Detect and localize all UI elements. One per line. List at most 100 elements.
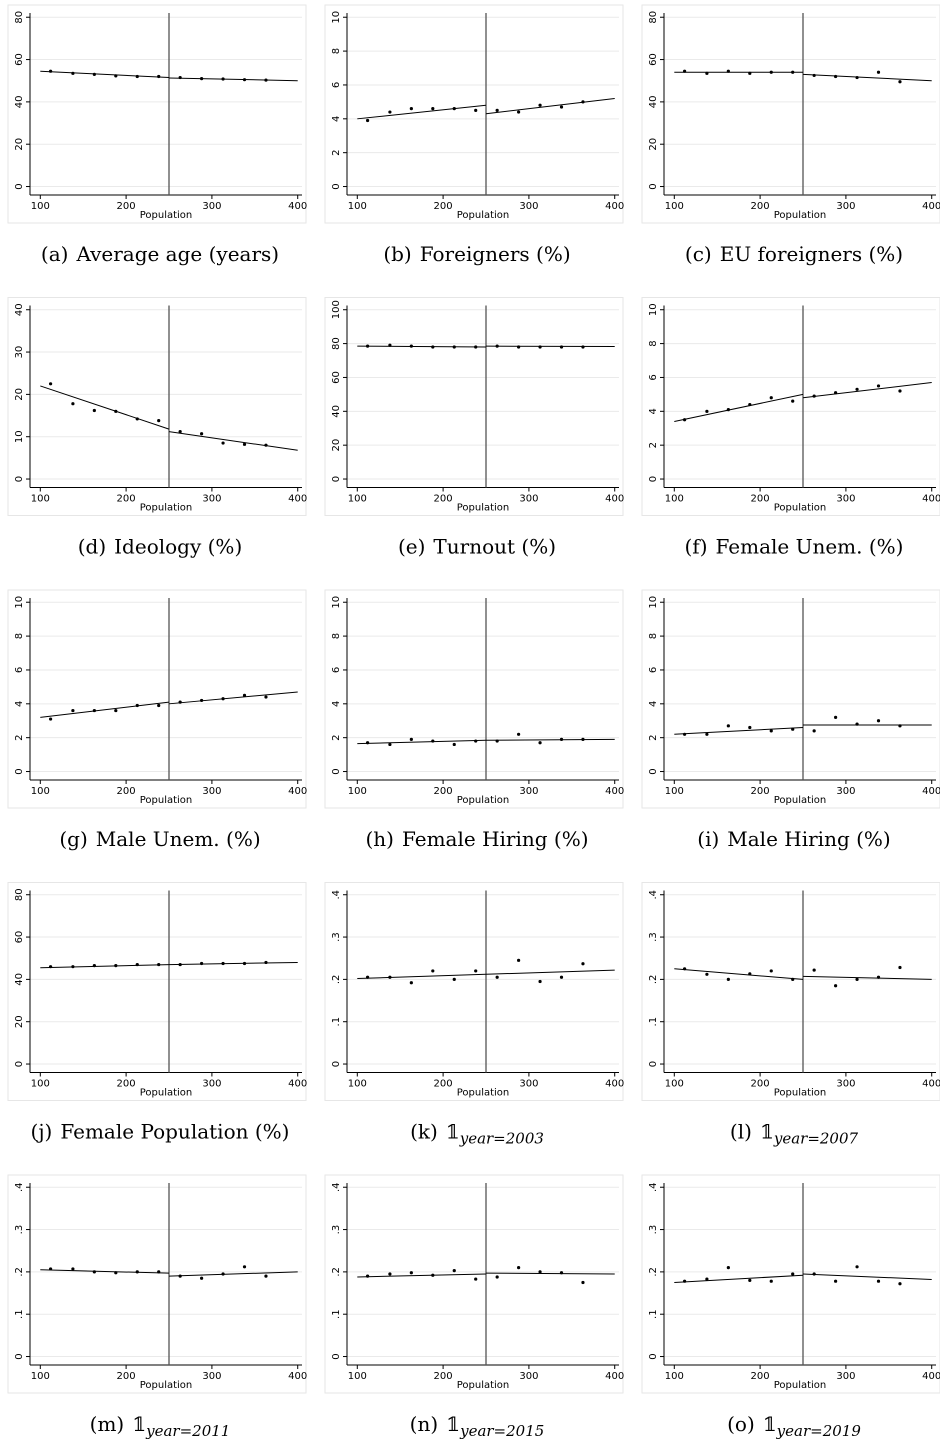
x-tick-label: 200 (434, 1371, 453, 1382)
point (898, 80, 902, 84)
point (157, 703, 161, 708)
y-tick-label: 2 (648, 734, 659, 740)
fit-line (674, 393, 804, 422)
caption: (f) Female Unem. (%) (685, 535, 904, 559)
point (264, 1274, 268, 1278)
x-tick-label: 200 (117, 1079, 136, 1090)
point (452, 1269, 456, 1273)
y-tick-label: 60 (648, 53, 659, 66)
caption-text: Female Unem. (%) (716, 535, 904, 559)
point (114, 964, 118, 968)
point (812, 73, 816, 78)
point (705, 71, 709, 75)
caption-subscript: year=2003 (459, 1130, 544, 1148)
point (135, 417, 139, 421)
x-axis-title: Population (457, 503, 510, 514)
x-tick-label: 200 (434, 786, 453, 797)
x-tick-label: 100 (348, 1371, 367, 1382)
point (705, 1277, 709, 1281)
y-tick-label: .3 (14, 1225, 25, 1235)
y-tick-label: 2 (331, 734, 342, 740)
y-tick-label: 6 (648, 374, 659, 380)
point (409, 981, 413, 985)
x-tick-label: 100 (665, 201, 684, 212)
caption-tag: (h) (365, 827, 394, 851)
point (559, 105, 564, 109)
point (48, 965, 53, 969)
y-tick-label: .4 (14, 1182, 25, 1192)
point (388, 742, 392, 747)
point (264, 78, 268, 82)
x-tick-label: 400 (922, 1079, 940, 1090)
caption-text: 𝟙 (763, 1412, 777, 1436)
point (876, 384, 881, 388)
caption: (n) 𝟙year=2015 (410, 1412, 545, 1440)
point (581, 345, 585, 349)
point (517, 110, 521, 114)
x-tick-label: 300 (202, 201, 221, 212)
caption-subscript: year=2019 (776, 1422, 862, 1440)
point (200, 698, 204, 703)
caption: (g) Male Unem. (%) (59, 827, 260, 851)
point (581, 1280, 585, 1285)
x-tick-label: 400 (922, 786, 940, 797)
y-tick-label: .3 (331, 932, 342, 942)
point (876, 975, 881, 979)
x-axis-title: Population (457, 210, 510, 221)
panel: 0 .1 .2 .3 .4 100 200 300 400 Population (o) 𝟙year=… (641, 1174, 940, 1440)
x-tick-label: 200 (434, 494, 453, 505)
panel-frame (324, 4, 624, 224)
x-tick-label: 200 (117, 494, 136, 505)
caption: (h) Female Hiring (%) (365, 827, 588, 851)
x-tick-label: 100 (31, 494, 50, 505)
point (114, 708, 118, 713)
x-tick-label: 400 (922, 201, 940, 212)
y-tick-label: 60 (14, 931, 25, 944)
caption-tag: (j) (31, 1120, 53, 1144)
point (812, 394, 816, 398)
x-tick-label: 400 (605, 1371, 624, 1382)
y-tick-label: 4 (648, 408, 659, 414)
panel: 0 20 40 60 80 100 200 300 400 Population (a) Averag… (7, 4, 307, 266)
point (898, 965, 902, 970)
point (474, 108, 478, 112)
x-tick-label: 100 (665, 786, 684, 797)
point (48, 717, 53, 721)
point (726, 408, 730, 412)
x-tick-label: 200 (751, 1079, 770, 1090)
x-tick-label: 100 (31, 201, 50, 212)
panel: 0 .1 .2 .3 .4 100 200 300 400 Population (m) 𝟙year=… (7, 1174, 307, 1440)
y-tick-label: 0 (14, 1353, 25, 1359)
point (876, 1279, 881, 1283)
x-tick-label: 300 (519, 786, 538, 797)
caption-tag: (e) (398, 535, 425, 559)
fit-line (168, 691, 298, 705)
y-tick-label: 60 (14, 53, 25, 66)
point (114, 409, 118, 413)
point (474, 1277, 478, 1281)
y-tick-label: 80 (331, 337, 342, 350)
caption: (b) Foreigners (%) (383, 242, 570, 266)
point (855, 977, 859, 981)
point (791, 727, 795, 731)
point (517, 958, 521, 962)
y-tick-label: .1 (14, 1309, 25, 1319)
point (517, 1266, 521, 1270)
y-tick-label: 80 (14, 888, 25, 901)
x-axis-title: Population (457, 1088, 510, 1099)
point (71, 965, 75, 969)
point (812, 968, 816, 972)
point (876, 70, 881, 74)
y-tick-label: 2 (14, 734, 25, 740)
point (726, 724, 730, 728)
y-tick-label: 6 (331, 82, 342, 88)
point (157, 74, 161, 79)
y-tick-label: 10 (331, 596, 342, 609)
x-tick-label: 100 (665, 1371, 684, 1382)
fit-line (40, 701, 170, 718)
panel-frame (324, 1174, 624, 1394)
point (388, 975, 392, 979)
caption-subscript: year=2007 (773, 1130, 859, 1148)
point (769, 70, 773, 74)
